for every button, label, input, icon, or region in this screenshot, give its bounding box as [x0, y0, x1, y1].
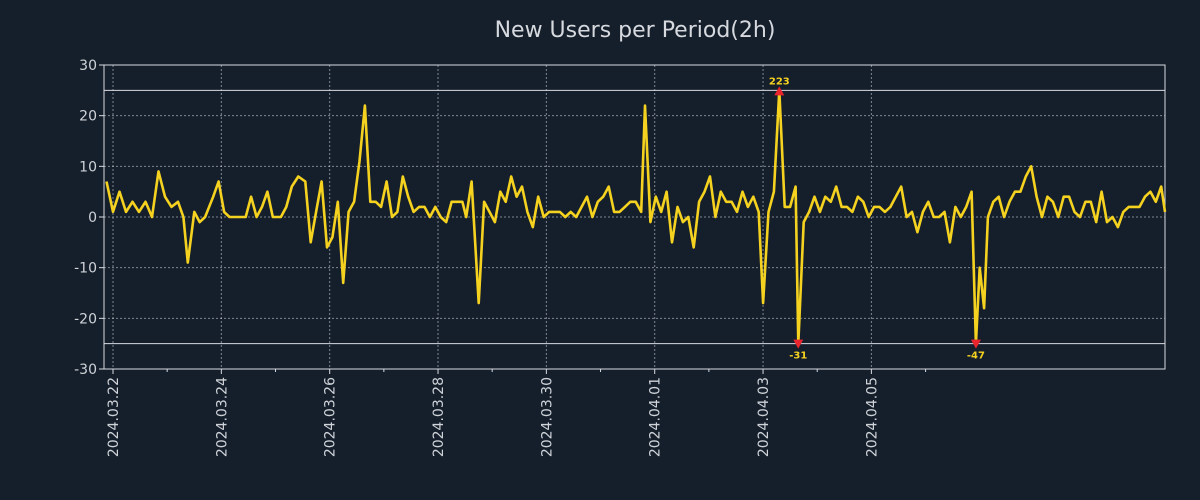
x-tick-label: 2024.03.26	[323, 377, 339, 457]
clip-limit-lines	[104, 89, 1165, 345]
clip-marker	[793, 339, 804, 349]
y-tick-label: 30	[79, 58, 97, 74]
x-tick-label: 2024.03.28	[431, 377, 447, 457]
clip-marker	[970, 339, 981, 349]
y-tick-label: 10	[79, 159, 97, 175]
y-tick-label: 0	[88, 210, 97, 226]
grid	[104, 65, 1165, 369]
x-tick-label: 2024.04.03	[756, 377, 772, 457]
y-tick-label: -10	[74, 261, 97, 277]
series-line-new-users	[105, 89, 1167, 346]
x-tick-label: 2024.03.30	[539, 377, 555, 457]
x-axis: 2024.03.22 2024.03.24 2024.03.26 2024.03.28…	[106, 369, 927, 457]
y-axis: 30 20 10 0 -10 -20 -30	[74, 58, 104, 378]
clip-marker	[774, 86, 785, 96]
clip-value-label: 223	[769, 76, 790, 87]
y-tick-label: 20	[79, 109, 97, 125]
x-tick-label: 2024.04.01	[648, 377, 664, 457]
x-tick-label: 2024.03.22	[106, 377, 122, 457]
x-tick-label: 2024.03.24	[214, 377, 230, 457]
chart-title: New Users per Period(2h)	[495, 18, 776, 43]
clip-value-label: -47	[967, 351, 985, 362]
annotations: 223 -31 -47	[769, 76, 985, 361]
y-tick-label: -20	[74, 311, 97, 327]
clip-value-label: -31	[789, 351, 807, 362]
series-layer	[105, 89, 1167, 346]
x-tick-label: 2024.04.05	[864, 377, 880, 457]
y-tick-label: -30	[74, 362, 97, 378]
